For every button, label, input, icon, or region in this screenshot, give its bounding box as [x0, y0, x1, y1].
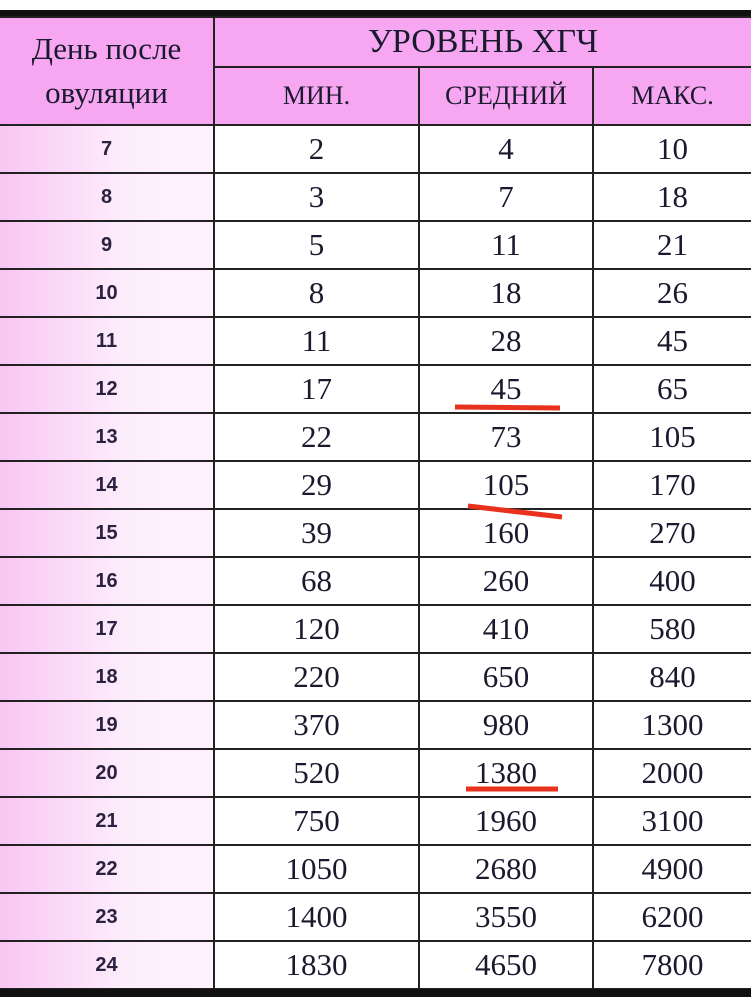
min-cell: 22 [213, 412, 420, 462]
day-cell: 7 [0, 124, 215, 174]
hcg-table: День после овуляции УРОВЕНЬ ХГЧ МИН. СРЕ… [0, 16, 751, 990]
min-cell: 1830 [213, 940, 420, 990]
avg-cell: 18 [418, 268, 594, 318]
max-cell: 21 [592, 220, 751, 270]
table-row: 14 29 105 170 [0, 460, 751, 510]
avg-cell: 260 [418, 556, 594, 606]
day-cell: 13 [0, 412, 215, 462]
min-cell: 370 [213, 700, 420, 750]
max-cell: 6200 [592, 892, 751, 942]
avg-cell: 4650 [418, 940, 594, 990]
day-cell: 11 [0, 316, 215, 366]
day-header: День после овуляции [0, 16, 215, 126]
max-cell: 2000 [592, 748, 751, 798]
table-row: 13 22 73 105 [0, 412, 751, 462]
day-cell: 10 [0, 268, 215, 318]
table-row: 10 8 18 26 [0, 268, 751, 318]
day-cell: 14 [0, 460, 215, 510]
min-header: МИН. [214, 66, 420, 126]
min-cell: 3 [213, 172, 420, 222]
table-row: 17 120 410 580 [0, 604, 751, 654]
max-cell: 26 [592, 268, 751, 318]
avg-cell: 980 [418, 700, 594, 750]
avg-cell: 4 [418, 124, 594, 174]
avg-cell: 410 [418, 604, 594, 654]
max-cell: 1300 [592, 700, 751, 750]
table-row: 19 370 980 1300 [0, 700, 751, 750]
min-cell: 11 [213, 316, 420, 366]
max-cell: 45 [592, 316, 751, 366]
table-row: 7 2 4 10 [0, 124, 751, 174]
max-cell: 105 [592, 412, 751, 462]
day-cell: 15 [0, 508, 215, 558]
avg-cell: 73 [418, 412, 594, 462]
day-cell: 9 [0, 220, 215, 270]
min-cell: 520 [213, 748, 420, 798]
min-cell: 39 [213, 508, 420, 558]
table-row: 8 3 7 18 [0, 172, 751, 222]
day-cell: 18 [0, 652, 215, 702]
min-cell: 8 [213, 268, 420, 318]
max-cell: 840 [592, 652, 751, 702]
avg-cell: 2680 [418, 844, 594, 894]
table-row: 15 39 160 270 [0, 508, 751, 558]
max-cell: 3100 [592, 796, 751, 846]
table-row: 23 1400 3550 6200 [0, 892, 751, 942]
max-cell: 65 [592, 364, 751, 414]
max-cell: 580 [592, 604, 751, 654]
avg-cell: 7 [418, 172, 594, 222]
day-cell: 23 [0, 892, 215, 942]
table-row: 24 1830 4650 7800 [0, 940, 751, 990]
day-cell: 12 [0, 364, 215, 414]
min-cell: 120 [213, 604, 420, 654]
min-cell: 1400 [213, 892, 420, 942]
day-cell: 20 [0, 748, 215, 798]
min-cell: 5 [213, 220, 420, 270]
table-row: 18 220 650 840 [0, 652, 751, 702]
day-cell: 16 [0, 556, 215, 606]
avg-cell: 28 [418, 316, 594, 366]
min-cell: 1050 [213, 844, 420, 894]
day-cell: 8 [0, 172, 215, 222]
day-cell: 22 [0, 844, 215, 894]
max-cell: 4900 [592, 844, 751, 894]
min-cell: 220 [213, 652, 420, 702]
avg-cell: 1380 [418, 748, 594, 798]
min-cell: 68 [213, 556, 420, 606]
table-row: 12 17 45 65 [0, 364, 751, 414]
top-border [0, 10, 751, 16]
day-cell: 19 [0, 700, 215, 750]
avg-cell: 11 [418, 220, 594, 270]
avg-cell: 105 [418, 460, 594, 510]
min-cell: 2 [213, 124, 420, 174]
table-row: 20 520 1380 2000 [0, 748, 751, 798]
max-cell: 10 [592, 124, 751, 174]
max-cell: 400 [592, 556, 751, 606]
day-cell: 24 [0, 940, 215, 990]
max-cell: 18 [592, 172, 751, 222]
table-row: 16 68 260 400 [0, 556, 751, 606]
table-row: 9 5 11 21 [0, 220, 751, 270]
level-header: УРОВЕНЬ ХГЧ [213, 16, 751, 68]
avg-cell: 650 [418, 652, 594, 702]
avg-cell: 1960 [418, 796, 594, 846]
min-cell: 17 [213, 364, 420, 414]
max-cell: 270 [592, 508, 751, 558]
max-cell: 7800 [592, 940, 751, 990]
max-cell: 170 [592, 460, 751, 510]
avg-cell: 45 [418, 364, 594, 414]
min-cell: 29 [213, 460, 420, 510]
day-cell: 17 [0, 604, 215, 654]
table-row: 11 11 28 45 [0, 316, 751, 366]
avg-header: СРЕДНИЙ [418, 66, 594, 126]
avg-cell: 160 [418, 508, 594, 558]
day-cell: 21 [0, 796, 215, 846]
max-header: МАКС. [592, 66, 751, 126]
table-row: 22 1050 2680 4900 [0, 844, 751, 894]
table-row: 21 750 1960 3100 [0, 796, 751, 846]
avg-cell: 3550 [418, 892, 594, 942]
bottom-border [0, 989, 751, 997]
min-cell: 750 [213, 796, 420, 846]
